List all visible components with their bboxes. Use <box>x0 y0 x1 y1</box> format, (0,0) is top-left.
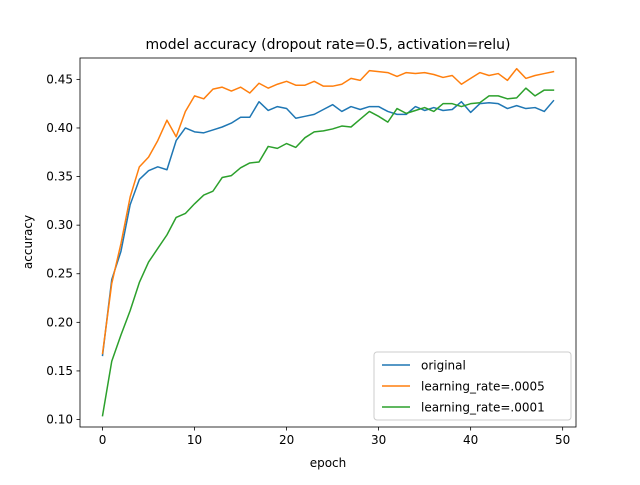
x-tick-label: 20 <box>279 433 294 447</box>
legend-label-1: learning_rate=.0005 <box>421 380 545 394</box>
x-axis: 0 10 20 30 40 50 <box>99 427 570 447</box>
y-axis: 0.10 0.15 0.20 0.25 0.30 0.35 0.40 0.45 <box>46 72 80 427</box>
axes-frame <box>79 57 577 428</box>
x-tick-label: 40 <box>463 433 478 447</box>
legend-label-0: original <box>421 359 466 373</box>
legend-box <box>373 351 572 421</box>
y-tick-label: 0.25 <box>46 267 73 281</box>
chart-title: model accuracy (dropout rate=0.5, activa… <box>146 37 511 53</box>
y-tick-label: 0.30 <box>46 218 73 232</box>
series-line-0 <box>101 99 555 357</box>
series-line-1 <box>101 67 555 355</box>
y-tick-label: 0.20 <box>46 315 73 329</box>
legend: original learning_rate=.0005 learning_rate… <box>373 351 572 421</box>
x-tick-label: 0 <box>99 433 107 447</box>
lines-layer <box>101 67 555 417</box>
y-tick-label: 0.45 <box>46 72 73 86</box>
y-tick-label: 0.35 <box>46 170 73 184</box>
plot-area: 0 10 20 30 40 50 0.10 0.15 0.20 0.25 0.30 0.35 0.40… <box>46 57 577 447</box>
y-tick-label: 0.15 <box>46 364 73 378</box>
x-axis-label: epoch <box>310 456 347 470</box>
x-tick-label: 50 <box>555 433 570 447</box>
legend-label-2: learning_rate=.0001 <box>421 401 545 415</box>
y-axis-label: accuracy <box>21 215 35 269</box>
legend-entries: original learning_rate=.0005 learning_rate… <box>382 359 545 415</box>
x-tick-label: 10 <box>187 433 202 447</box>
y-tick-label: 0.40 <box>46 121 73 135</box>
series-line-2 <box>101 87 555 417</box>
x-tick-label: 30 <box>371 433 386 447</box>
y-tick-label: 0.10 <box>46 413 73 427</box>
